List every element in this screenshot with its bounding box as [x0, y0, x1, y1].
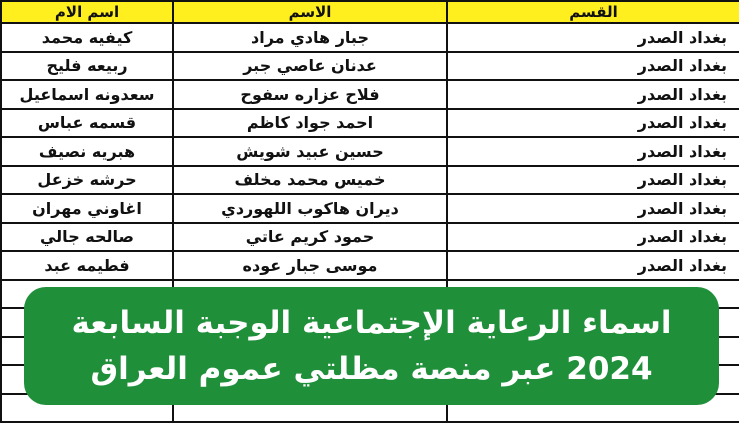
cell-mother-name: صالحه جالي [0, 221, 174, 252]
table-row: بغداد الصدر خميس محمد مخلف حرشه خزعل [0, 164, 739, 195]
cell-mother-name: حرشه خزعل [0, 164, 174, 195]
cell-mother-name: قسمه عباس [0, 107, 174, 138]
cell-name: حسين عبيد شويش [172, 136, 448, 167]
cell-name: فلاح عزاره سفوح [172, 79, 448, 110]
cell-section: بغداد الصدر [446, 79, 739, 110]
cell-name: موسى جبار عوده [172, 250, 448, 281]
cell-section: بغداد الصدر [446, 22, 739, 53]
cell-name: ديران هاكوب اللهوردي [172, 193, 448, 224]
table-row: بغداد الصدر عدنان عاصي جبر ربيعه فليح [0, 50, 739, 81]
table-row: بغداد الصدر موسى جبار عوده فطيمه عبد [0, 250, 739, 281]
table-row: بغداد الصدر ديران هاكوب اللهوردي اغاوني مه… [0, 193, 739, 224]
cell-name: خميس محمد مخلف [172, 164, 448, 195]
table-row: بغداد الصدر جبار هادي مراد كيفيه محمد [0, 22, 739, 53]
cell-mother-name: هبريه نصيف [0, 136, 174, 167]
cell-name: حمود كريم عاتي [172, 221, 448, 252]
table-row: بغداد الصدر حسين عبيد شويش هبريه نصيف [0, 136, 739, 167]
cell-mother-name: فطيمه عبد [0, 250, 174, 281]
cell-section: بغداد الصدر [446, 164, 739, 195]
cell-name: عدنان عاصي جبر [172, 50, 448, 81]
cell-name: جبار هادي مراد [172, 22, 448, 53]
cell-mother-name: كيفيه محمد [0, 22, 174, 53]
header-section: القسم [446, 0, 739, 24]
cell-section: بغداد الصدر [446, 250, 739, 281]
cell-section: بغداد الصدر [446, 107, 739, 138]
banner-title-line-1: اسماء الرعاية الإجتماعية الوجبة السابعة [71, 305, 672, 341]
cell-mother-name: سعدونه اسماعيل [0, 79, 174, 110]
table-row: بغداد الصدر فلاح عزاره سفوح سعدونه اسماعيل [0, 79, 739, 110]
cell-mother-name: ربيعه فليح [0, 50, 174, 81]
cell-section: بغداد الصدر [446, 136, 739, 167]
cell-section: بغداد الصدر [446, 50, 739, 81]
table-header-row: القسم الاسم اسم الام [0, 0, 739, 24]
cell-section: بغداد الصدر [446, 193, 739, 224]
banner-title-line-2: 2024 عبر منصة مظلتي عموم العراق [90, 351, 653, 387]
cell-name: احمد جواد كاظم [172, 107, 448, 138]
cell-section: بغداد الصدر [446, 221, 739, 252]
header-mother-name: اسم الام [0, 0, 174, 24]
header-name: الاسم [172, 0, 448, 24]
cell-mother-name: اغاوني مهران [0, 193, 174, 224]
table-row: بغداد الصدر احمد جواد كاظم قسمه عباس [0, 107, 739, 138]
title-banner: اسماء الرعاية الإجتماعية الوجبة السابعة … [24, 287, 719, 405]
table-row: بغداد الصدر حمود كريم عاتي صالحه جالي [0, 221, 739, 252]
